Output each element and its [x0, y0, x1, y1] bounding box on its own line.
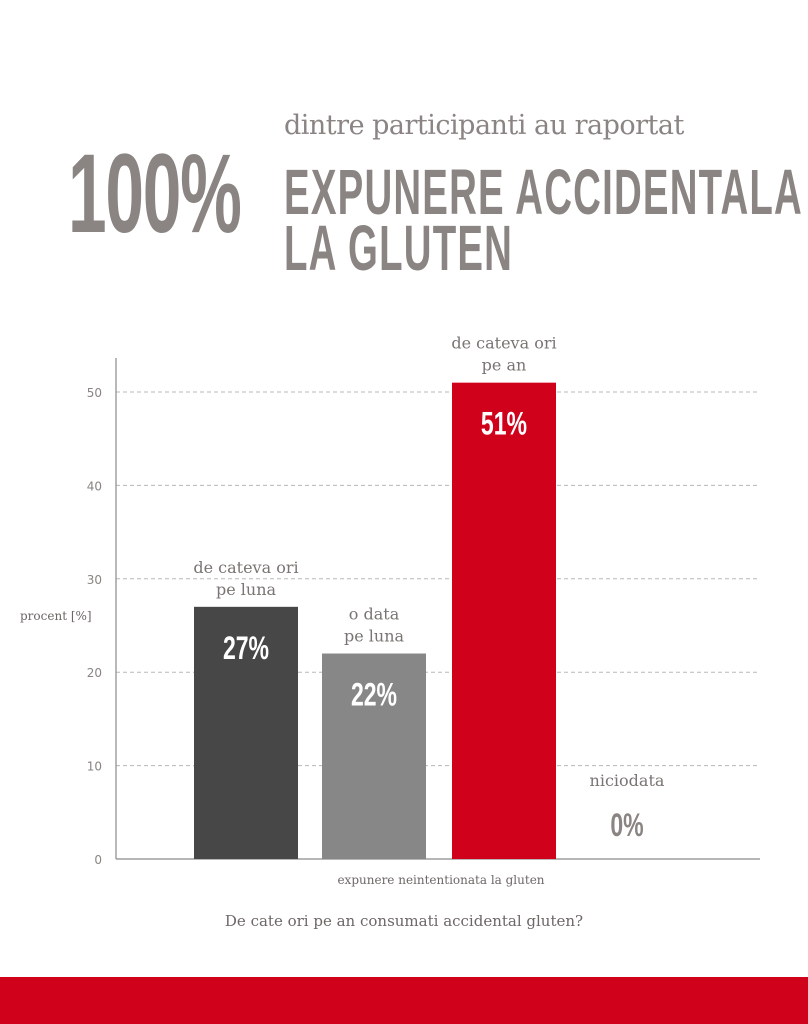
- category-label: pe luna: [216, 580, 277, 599]
- bar-3: [452, 382, 556, 859]
- y-tick-label: 30: [87, 573, 102, 587]
- x-axis-label: expunere neintentionata la gluten: [337, 873, 544, 887]
- headline-subtitle: dintre participanti au raportat: [284, 110, 684, 141]
- bar-2: [322, 653, 426, 859]
- category-label: de cateva ori: [193, 558, 298, 577]
- category-label: niciodata: [590, 771, 665, 790]
- data-label: 51%: [481, 406, 527, 442]
- headline-title-line2: LA GLUTEN: [284, 212, 514, 284]
- data-label: 27%: [223, 630, 269, 666]
- y-tick-label: 20: [87, 666, 102, 680]
- y-tick-label: 0: [94, 853, 102, 867]
- footer-bar: [0, 977, 808, 1024]
- y-axis-label: procent [%]: [20, 609, 92, 623]
- y-tick-label: 10: [87, 760, 102, 774]
- bar-chart: 0 10 20 30 40 50 procent [%] expunere neintenti…: [20, 334, 760, 887]
- category-label: de cateva ori: [451, 334, 556, 353]
- category-label: pe an: [482, 356, 527, 375]
- data-label: 0%: [610, 807, 643, 843]
- y-tick-label: 40: [87, 479, 102, 493]
- chart-question: De cate ori pe an consumati accidental g…: [224, 912, 584, 930]
- category-label: o data: [349, 605, 400, 624]
- category-label: pe luna: [344, 627, 405, 646]
- bar-1: [194, 606, 298, 859]
- y-tick-label: 50: [87, 386, 102, 400]
- data-label: 22%: [351, 677, 397, 713]
- headline-title-line1: EXPUNERE ACCIDENTALA: [284, 156, 803, 228]
- headline-percentage: 100%: [68, 131, 242, 256]
